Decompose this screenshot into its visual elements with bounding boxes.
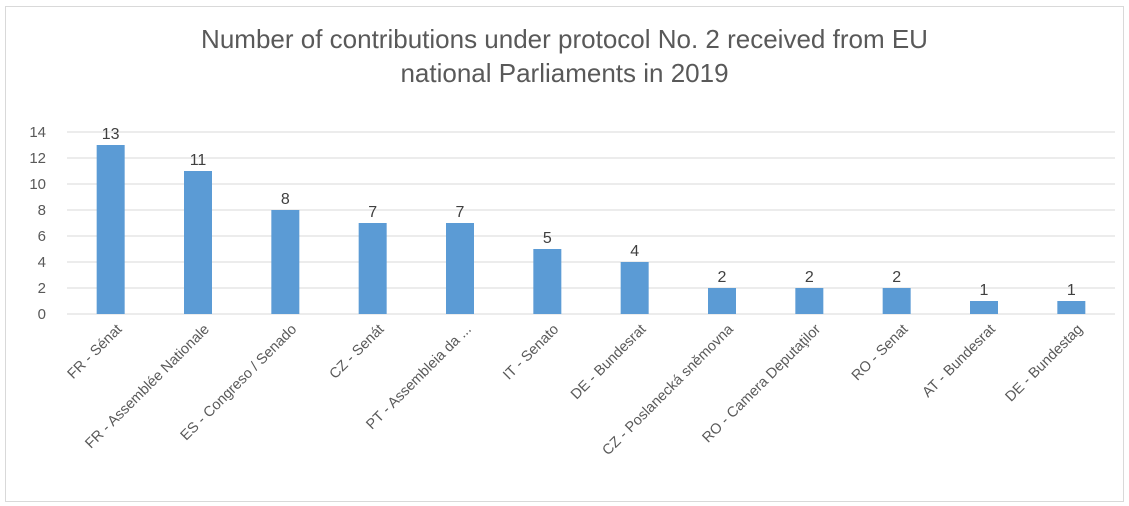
y-tick-label: 10 [29, 176, 46, 193]
bar [446, 223, 474, 314]
y-tick-label: 14 [29, 124, 46, 141]
data-label: 11 [190, 152, 207, 169]
bar [970, 301, 998, 314]
bar [358, 223, 387, 314]
y-tick-label: 4 [38, 254, 46, 271]
y-tick-label: 8 [38, 202, 46, 219]
bar [533, 249, 562, 314]
category-label: DE - Bundesrat [568, 322, 649, 403]
data-label: 8 [281, 191, 290, 208]
data-label: 1 [980, 282, 989, 299]
category-label: DE - Bundestag [1002, 322, 1086, 406]
data-label: 2 [892, 269, 901, 286]
data-label: 13 [102, 126, 120, 143]
data-label: 5 [543, 230, 552, 247]
data-label: 1 [1067, 282, 1076, 299]
gridlines [67, 131, 1115, 315]
data-label: 7 [368, 204, 377, 221]
bar [708, 288, 736, 314]
y-tick-label: 6 [38, 228, 46, 245]
bar [271, 210, 300, 314]
data-label: 4 [630, 243, 639, 260]
bars [96, 145, 1086, 314]
y-tick-label: 0 [38, 306, 46, 323]
chart-title: Number of contributions under protocol N… [201, 24, 928, 88]
bar [882, 288, 911, 314]
bar [1057, 301, 1086, 314]
data-label: 7 [456, 204, 465, 221]
category-label: RO - Senat [849, 322, 912, 385]
data-label: 2 [805, 269, 814, 286]
y-axis-tick-labels: 0 2 4 6 8 10 12 14 [29, 124, 46, 323]
y-tick-label: 2 [38, 280, 46, 297]
category-label: AT - Bundesrat [919, 322, 998, 401]
bar [184, 171, 212, 314]
category-label: FR - Sénat [65, 322, 126, 383]
y-tick-label: 12 [29, 150, 46, 167]
bar [620, 262, 649, 314]
category-label: CZ - Senát [327, 322, 388, 383]
category-label: IT - Senato [500, 322, 562, 384]
data-label: 2 [718, 269, 727, 286]
bar [96, 145, 125, 314]
bar [795, 288, 824, 314]
